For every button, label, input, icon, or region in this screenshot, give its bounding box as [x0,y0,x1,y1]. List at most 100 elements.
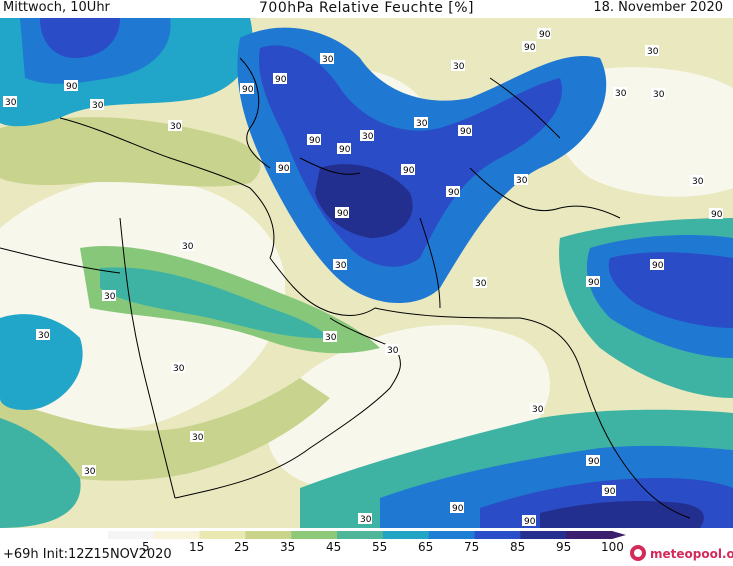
forecast-date: 18. November 2020 [593,0,723,15]
isoline-label-30x: 30 [358,513,372,525]
isoline-label-90i: 90 [446,186,460,198]
isoline-label-30v: 30 [190,431,204,443]
isoline-label-value: 30 [325,333,337,343]
colorbar-swatch [474,531,521,539]
isoline-label-value: 90 [524,517,536,527]
colorbar-swatch [291,531,338,539]
isoline-label-90d: 90 [307,134,321,146]
isoline-label-value: 90 [652,261,664,271]
isoline-label-value: 90 [460,127,472,137]
logo-icon [630,545,646,561]
isoline-label-30n: 30 [333,259,347,271]
isoline-label-90m: 90 [335,207,349,219]
isoline-label-value: 30 [475,279,487,289]
isoline-label-90g: 90 [401,164,415,176]
isoline-label-value: 90 [604,487,616,497]
isoline-label-value: 90 [588,457,600,467]
colorbar-swatch [199,531,246,539]
isoline-label-value: 90 [278,164,290,174]
isoline-label-90o: 90 [586,276,600,288]
olive-region-south [0,378,330,481]
isoline-label-30h: 30 [645,45,659,57]
model-run-info: +69h Init:12Z15NOV2020 [3,547,172,562]
olive-region-north [0,117,261,187]
isoline-label-value: 90 [524,43,536,53]
isoline-label-30l: 30 [690,175,704,187]
isoline-label-value: 90 [588,278,600,288]
moist-region-india-east-deep [608,252,733,328]
colorbar-swatch [428,531,476,539]
meteopool-logo: meteopool.org [630,544,733,564]
isoline-label-value: 30 [653,90,665,100]
isoline-label-90j: 90 [522,41,536,53]
isoline-label-value: 30 [182,242,194,252]
map-header: Mittwoch, 10Uhr 700hPa Relative Feuchte … [0,0,733,18]
isoline-label-90h: 90 [458,125,472,137]
isoline-label-value: 90 [448,188,460,198]
isoline-label-30k: 30 [514,174,528,186]
isoline-label-value: 30 [173,364,185,374]
isoline-label-value: 90 [275,75,287,85]
isoline-label-value: 30 [516,176,528,186]
isoline-label-value: 90 [711,210,723,220]
isoline-label-value: 30 [322,55,334,65]
isoline-label-90r: 90 [450,502,464,514]
forecast-time: Mittwoch, 10Uhr [3,0,110,15]
colorbar-label: 100 [601,540,624,554]
isoline-label-30g: 30 [451,60,465,72]
moist-region-west [0,314,83,410]
isoline-label-value: 30 [615,89,627,99]
colorbar-end-arrow [612,531,626,539]
isoline-label-30c: 30 [168,120,182,132]
isoline-label-value: 30 [387,346,399,356]
isoline-label-30t: 30 [171,362,185,374]
isoline-label-value: 30 [362,132,374,142]
isoline-label-value: 90 [242,85,254,95]
moist-region-south-sea-core [540,501,704,528]
isoline-label-value: 30 [416,119,428,129]
colorbar-label: 95 [556,540,572,554]
colorbar-label: 25 [234,540,250,554]
isoline-label-value: 30 [647,47,659,57]
isoline-label-90l: 90 [709,208,723,220]
colorbar-label: 45 [326,540,342,554]
isoline-label-30r: 30 [323,331,337,343]
colorbar-swatch [108,531,155,539]
isoline-label-value: 30 [692,177,704,187]
isoline-label-90a: 90 [64,80,78,92]
isoline-label-90p: 90 [586,455,600,467]
isoline-label-value: 90 [452,504,464,514]
isoline-label-90k: 90 [537,28,551,40]
coastlines [0,57,691,519]
colorbar [108,531,626,539]
isoline-labels: 30 90 30 30 90 90 30 90 90 30 90 90 90 9… [3,28,723,527]
logo-text: meteopool.org [650,547,733,561]
colorbar-label: 5 [142,540,150,554]
isoline-label-30q: 30 [36,329,50,341]
isoline-label-30p: 30 [102,290,116,302]
isoline-label-90q: 90 [602,485,616,497]
isoline-label-value: 90 [403,166,415,176]
colorbar-label: 85 [510,540,526,554]
colorbar-label: 15 [189,540,205,554]
isoline-label-90n: 90 [650,259,664,271]
isoline-label-value: 90 [309,136,321,146]
isoline-label-value: 30 [335,261,347,271]
isoline-label-value: 30 [104,292,116,302]
colorbar-label: 35 [280,540,296,554]
colorbar-label: 75 [464,540,480,554]
isoline-label-30i: 30 [613,87,627,99]
isoline-label-value: 30 [92,101,104,111]
isoline-label-30f: 30 [414,117,428,129]
isoline-label-30w: 30 [82,465,96,477]
isoline-label-value: 30 [453,62,465,72]
isoline-label-value: 90 [337,209,349,219]
isoline-label-value: 30 [532,405,544,415]
humidity-map: 30 90 30 30 90 90 30 90 90 30 90 90 90 9… [0,18,733,528]
isoline-label-30e: 30 [360,130,374,142]
isoline-label-value: 30 [170,122,182,132]
isoline-label-value: 30 [84,467,96,477]
colorbar-swatch [382,531,430,539]
isoline-label-30m: 30 [180,240,194,252]
isoline-label-value: 90 [339,145,351,155]
